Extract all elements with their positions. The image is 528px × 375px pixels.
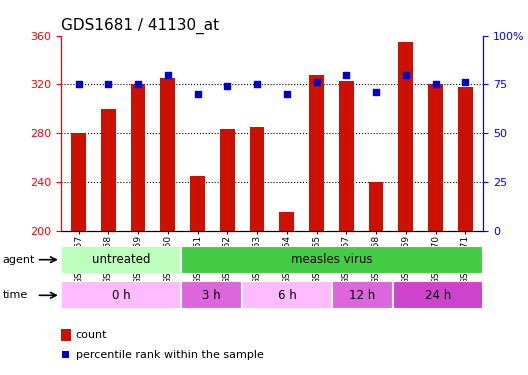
Point (461, 80, 469, 86)
Point (342, 72, 351, 78)
Bar (309, 75, 324, 231)
Text: agent: agent (3, 255, 35, 265)
Bar (369, 182, 383, 231)
Point (104, 81, 112, 87)
Bar (182, 246, 483, 274)
Point (282, 91, 291, 97)
Text: 3 h: 3 h (202, 289, 221, 302)
Text: measles virus: measles virus (291, 253, 373, 266)
Bar (71, 133, 86, 231)
Text: 6 h: 6 h (278, 289, 296, 302)
Point (402, 72, 410, 78)
Bar (161, 78, 175, 231)
Bar (242, 281, 332, 309)
Bar (190, 176, 205, 231)
Text: 24 h: 24 h (425, 289, 451, 302)
Bar (130, 84, 146, 231)
Point (193, 91, 202, 97)
Text: 0 h: 0 h (112, 289, 130, 302)
Bar (279, 212, 294, 231)
Bar (458, 87, 473, 231)
Bar (250, 127, 265, 231)
Bar (332, 281, 393, 309)
Bar (61, 246, 182, 274)
Point (372, 89, 380, 95)
Point (134, 81, 142, 87)
Text: count: count (76, 330, 107, 340)
Bar (61, 281, 182, 309)
Point (223, 83, 231, 89)
Bar (339, 81, 354, 231)
Point (253, 81, 261, 87)
Text: 12 h: 12 h (350, 289, 375, 302)
Point (164, 72, 172, 78)
Bar (398, 42, 413, 231)
Bar (428, 84, 443, 231)
Text: GDS1681 / 41130_at: GDS1681 / 41130_at (61, 18, 219, 34)
Text: untreated: untreated (92, 253, 150, 266)
Bar (182, 281, 242, 309)
Bar (220, 129, 235, 231)
Point (74, 81, 83, 87)
Point (313, 80, 321, 86)
Point (431, 81, 440, 87)
Bar (101, 109, 116, 231)
Text: percentile rank within the sample: percentile rank within the sample (76, 350, 263, 360)
Bar (393, 281, 483, 309)
Text: time: time (3, 291, 28, 300)
